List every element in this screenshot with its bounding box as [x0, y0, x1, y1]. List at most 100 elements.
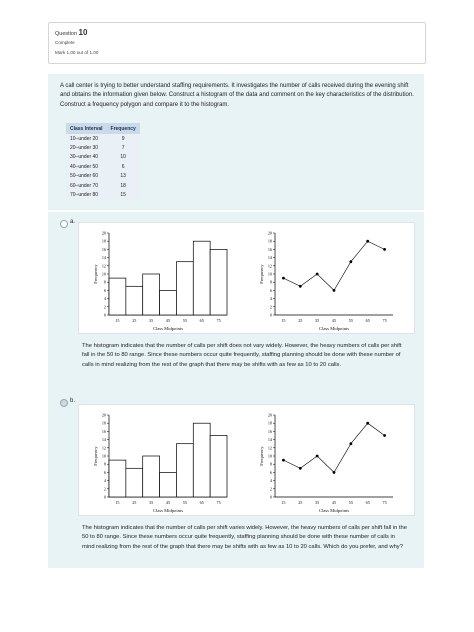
option-a-histogram: 0 2 4 6 8 10 12 14 16 18 20 15 25 35 45 55 65 75 Class Mid… [93, 231, 228, 331]
y-axis-label: Frequency [259, 446, 264, 466]
table-cell: 20–under 30 [66, 143, 107, 153]
y-tick-label: 14 [268, 437, 273, 442]
table-cell: 9 [106, 134, 140, 144]
x-tick-label: 35 [315, 500, 319, 505]
histogram-bar [142, 273, 160, 316]
table-cell: 6 [106, 162, 140, 172]
histogram-bar [142, 455, 160, 498]
table-header-class: Class Interval [66, 123, 107, 134]
polygon-line [283, 240, 385, 291]
y-axis-label: Frequency [259, 264, 264, 284]
y-tick-label: 16 [268, 247, 272, 252]
histogram-bar [108, 277, 127, 316]
y-tick-label: 10 [268, 454, 272, 459]
frequency-table: Class Interval Frequency 10–under 20 9 20… [66, 123, 140, 200]
question-prompt: A call center is trying to better unders… [60, 83, 414, 108]
y-tick-label: 0 [104, 313, 106, 318]
y-tick-label: 20 [268, 231, 272, 236]
table-cell: 50–under 60 [66, 171, 107, 181]
x-tick-label: 15 [281, 500, 285, 505]
y-tick-label: 20 [102, 231, 106, 236]
y-axis-label: Frequency [93, 446, 98, 466]
x-tick-label: 75 [216, 500, 220, 505]
data-point [332, 289, 336, 292]
y-tick-label: 10 [102, 272, 106, 277]
y-tick-label: 2 [270, 486, 272, 491]
histogram-bar [176, 443, 194, 498]
data-point [298, 466, 302, 470]
table-header-frequency: Frequency [106, 123, 140, 134]
x-tick-label: 25 [132, 500, 136, 505]
y-tick-label: 20 [268, 413, 272, 418]
y-tick-label: 2 [104, 486, 106, 491]
y-tick-label: 10 [102, 454, 106, 459]
table-row: 10–under 20 9 [66, 134, 140, 144]
x-tick-label: 45 [332, 318, 336, 323]
x-tick-label: 35 [149, 318, 153, 323]
data-point [349, 442, 353, 446]
option-b-histogram: 0 2 4 6 8 10 12 14 16 18 20 15 25 35 45 55 65 75 Class Mid… [93, 413, 228, 513]
x-tick-label: 15 [115, 318, 119, 323]
y-tick-label: 16 [268, 429, 272, 434]
y-tick-label: 16 [102, 429, 106, 434]
option-a-letter: a. [70, 219, 76, 225]
table-cell: 60–under 70 [66, 180, 107, 191]
data-point [349, 260, 353, 264]
option-a-radio[interactable] [60, 220, 68, 228]
y-tick-label: 10 [268, 272, 272, 277]
x-tick-label: 55 [349, 500, 353, 505]
table-header-row: Class Interval Frequency [66, 123, 140, 134]
option-b-radio[interactable] [60, 399, 68, 407]
table-cell: 70–under 80 [66, 190, 107, 200]
y-tick-label: 4 [270, 478, 273, 483]
y-tick-label: 6 [270, 470, 272, 475]
x-tick-label: 15 [115, 500, 119, 505]
y-tick-label: 18 [268, 421, 272, 426]
y-tick-label: 0 [104, 495, 106, 500]
table-cell: 40–under 50 [66, 162, 107, 172]
y-tick-label: 0 [270, 495, 272, 500]
table-row: 50–under 60 13 [66, 171, 140, 181]
table-cell: 30–under 40 [66, 152, 107, 163]
histogram-bar [209, 249, 228, 316]
histogram-bar [209, 435, 228, 498]
histogram-bar [159, 290, 177, 316]
x-tick-label: 65 [200, 500, 204, 505]
x-tick-label: 15 [281, 318, 285, 323]
y-tick-label: 14 [268, 255, 273, 260]
question-info: Question 10 Complete Mark 1.00 out of 1.… [48, 22, 426, 64]
y-tick-label: 0 [270, 313, 272, 318]
option-a-text[interactable]: The histogram indicates that the number … [82, 343, 402, 368]
option-b-letter: b. [70, 398, 76, 404]
histogram-bar [108, 459, 127, 498]
y-tick-label: 2 [270, 304, 272, 309]
table-row: 70–under 80 15 [66, 190, 140, 200]
y-tick-label: 4 [104, 478, 107, 483]
x-tick-label: 25 [298, 318, 302, 323]
option-b-text[interactable]: The histogram indicates that the number … [82, 525, 407, 550]
x-tick-label: 65 [366, 318, 370, 323]
y-tick-label: 6 [104, 470, 106, 475]
histogram-bar [192, 422, 211, 498]
data-point [282, 458, 285, 462]
x-tick-label: 65 [366, 500, 370, 505]
x-tick-label: 25 [298, 500, 302, 505]
option-b-figure: 0 2 4 6 8 10 12 14 16 18 20 15 25 35 45 55 65 75 Class Mid… [78, 404, 415, 516]
x-tick-label: 65 [200, 318, 204, 323]
x-tick-label: 55 [183, 500, 187, 505]
question-number: Question 10 [55, 28, 88, 37]
y-tick-label: 12 [268, 263, 272, 268]
histogram-bar [192, 240, 211, 316]
data-point [366, 239, 370, 243]
data-point [315, 454, 319, 458]
x-axis-label: Class Midpoints [319, 508, 349, 513]
question-state: Complete [55, 40, 75, 45]
x-tick-label: 25 [132, 318, 136, 323]
y-tick-label: 4 [270, 296, 273, 301]
x-axis-label: Class Midpoints [319, 326, 349, 331]
x-tick-label: 45 [166, 500, 170, 505]
y-tick-label: 8 [104, 462, 106, 467]
table-row: 30–under 40 10 [66, 152, 140, 163]
y-tick-label: 2 [104, 304, 106, 309]
x-tick-label: 75 [382, 318, 386, 323]
